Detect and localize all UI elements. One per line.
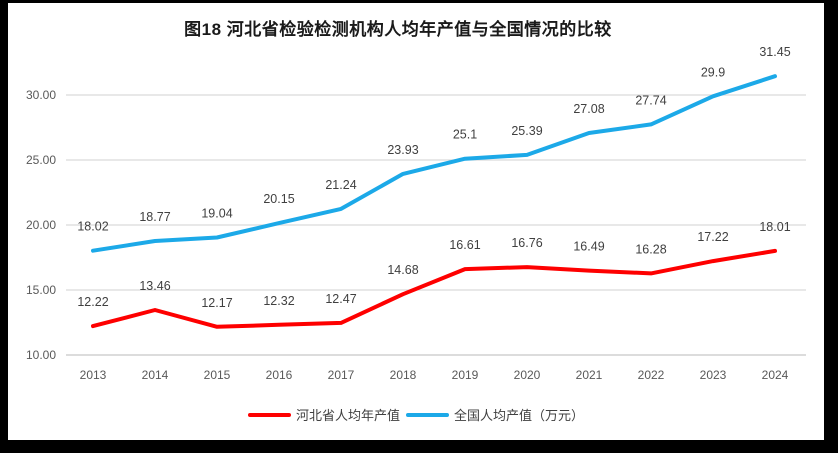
chart-area: 图18 河北省检验检测机构人均年产值与全国情况的比较 10.00 15.00 20.… (8, 3, 824, 440)
x-axis-tick-label: 2015 (204, 368, 231, 382)
legend-label-hebei: 河北省人均年产值 (295, 408, 400, 423)
chart-title: 图18 河北省检验检测机构人均年产值与全国情况的比较 (184, 20, 612, 39)
x-axis-tick-label: 2016 (266, 368, 293, 382)
legend-label-national: 全国人均产值（万元） (454, 408, 585, 423)
y-axis-tick-label: 25.00 (26, 153, 56, 167)
data-label-national: 27.08 (573, 102, 604, 116)
x-axis-tick-label: 2022 (638, 368, 665, 382)
chart-legend: 河北省人均年产值 全国人均产值（万元） (8, 405, 824, 424)
x-axis-tick-label: 2013 (80, 368, 107, 382)
x-axis-tick-label: 2021 (576, 368, 603, 382)
data-label-national: 25.39 (511, 124, 542, 138)
data-label-hebei: 12.17 (201, 296, 232, 310)
data-label-hebei: 12.47 (325, 292, 356, 306)
x-axis-tick-label: 2023 (700, 368, 727, 382)
legend-swatch-national-line (406, 412, 449, 417)
legend-swatch-hebei-line (247, 412, 291, 417)
data-label-hebei: 16.49 (573, 240, 604, 254)
data-label-national: 27.74 (635, 93, 666, 107)
x-axis-tick-label: 2019 (452, 368, 479, 382)
data-label-hebei: 16.76 (511, 236, 542, 250)
data-label-hebei: 13.46 (139, 279, 170, 293)
x-axis-tick-label: 2018 (390, 368, 417, 382)
data-label-hebei: 16.28 (635, 242, 666, 256)
data-label-national: 29.9 (701, 65, 725, 79)
data-label-national: 21.24 (325, 178, 356, 192)
series-line-national (91, 74, 777, 253)
data-label-hebei: 18.01 (759, 220, 790, 234)
y-axis-tick-label: 30.00 (26, 88, 56, 102)
data-label-hebei: 16.61 (449, 238, 480, 252)
x-axis-tick-label: 2020 (514, 368, 541, 382)
y-axis-tick-label: 10.00 (26, 348, 56, 362)
data-label-hebei: 17.22 (697, 230, 728, 244)
data-label-national: 19.04 (201, 207, 232, 221)
data-label-hebei: 12.32 (263, 294, 294, 308)
data-label-national: 25.1 (453, 128, 477, 142)
data-label-national: 23.93 (387, 143, 418, 157)
data-label-hebei: 14.68 (387, 263, 418, 277)
line-chart-plot: 10.00 15.00 20.00 25.00 30.00 2013 2014 2015 201… (26, 45, 806, 382)
data-label-national: 18.02 (77, 220, 108, 234)
x-axis-tick-label: 2014 (142, 368, 169, 382)
x-axis-tick-label: 2024 (762, 368, 789, 382)
data-label-national: 31.45 (759, 45, 790, 59)
x-axis-tick-label: 2017 (328, 368, 355, 382)
y-axis-tick-label: 15.00 (26, 283, 56, 297)
series-line-hebei (91, 248, 777, 329)
legend-item-national: 全国人均产值（万元） (406, 405, 584, 424)
legend-item-hebei: 河北省人均年产值 (247, 405, 400, 424)
data-label-hebei: 12.22 (77, 295, 108, 309)
data-label-national: 20.15 (263, 192, 294, 206)
y-axis-tick-label: 20.00 (26, 218, 56, 232)
data-label-national: 18.77 (139, 210, 170, 224)
